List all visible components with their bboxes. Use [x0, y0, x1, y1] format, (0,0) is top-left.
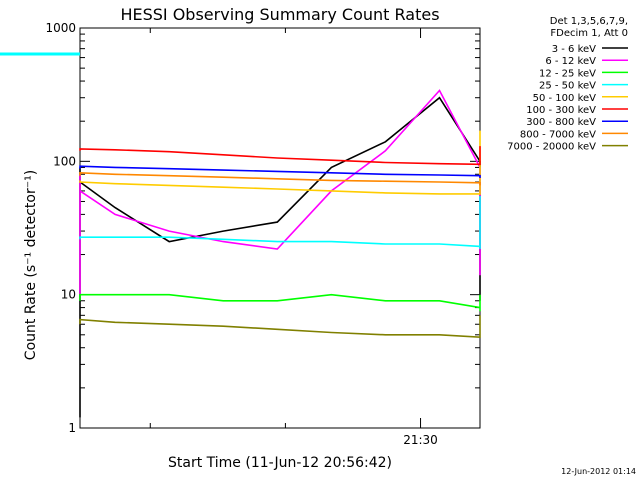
legend-label: 300 - 800 keV — [526, 117, 596, 128]
series-line-7 — [79, 165, 481, 178]
y-tick-label: 1 — [68, 421, 76, 435]
date-stamp: 12-Jun-2012 01:14 — [561, 467, 636, 476]
legend-label: 12 - 25 keV — [539, 68, 596, 79]
legend-header-line: FDecim 1, Att 0 — [550, 28, 628, 39]
y-tick-label: 10 — [61, 288, 76, 302]
series-line-1 — [79, 96, 481, 418]
x-axis-label: Start Time (11-Jun-12 20:56:42) — [168, 455, 392, 471]
series-line-9 — [79, 315, 481, 339]
series-line-6 — [79, 146, 481, 166]
legend-label: 3 - 6 keV — [552, 44, 596, 55]
legend-label: 100 - 300 keV — [526, 105, 596, 116]
chart-title: HESSI Observing Summary Count Rates — [120, 5, 439, 24]
series-line-3 — [79, 293, 481, 312]
y-tick-label: 100 — [53, 154, 76, 168]
legend-header: Det 1,3,5,6,7,9,FDecim 1, Att 0 — [550, 16, 628, 39]
x-tick-label: 21:30 — [403, 433, 438, 447]
series-line-4 — [79, 196, 481, 249]
legend-label: 800 - 7000 keV — [520, 129, 596, 140]
legend-label: 25 - 50 keV — [539, 81, 596, 92]
series-line-8 — [79, 171, 481, 186]
y-axis-label: Count Rate (s⁻¹ detector⁻¹) — [23, 170, 39, 360]
legend-header-line: Det 1,3,5,6,7,9, — [550, 16, 628, 27]
series-line-2 — [79, 89, 481, 295]
y-tick-label: 1000 — [45, 21, 76, 35]
legend-label: 6 - 12 keV — [545, 56, 596, 67]
series-line-5 — [79, 130, 481, 195]
legend-label: 7000 - 20000 keV — [507, 142, 596, 153]
legend-label: 50 - 100 keV — [533, 93, 597, 104]
plot-frame — [79, 27, 481, 429]
